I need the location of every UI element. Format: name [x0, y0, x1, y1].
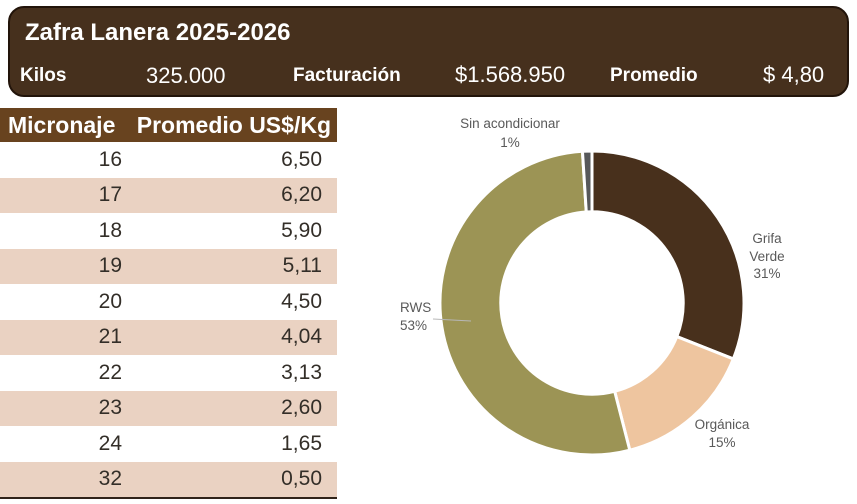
label-line: 53%	[400, 317, 428, 333]
price-cell: 6,20	[281, 183, 322, 207]
micronaje-cell: 22	[98, 360, 122, 384]
rws-leader-line	[432, 318, 472, 322]
donut-label-rws: RWS 53%	[400, 299, 460, 334]
table-row: 17 6,20	[0, 177, 337, 213]
price-cell: 3,13	[281, 360, 322, 384]
table-row: 21 4,04	[0, 319, 337, 355]
table-row: 18 5,90	[0, 213, 337, 249]
facturacion-value: $1.568.950	[455, 62, 566, 87]
label-line: Orgánica	[694, 417, 750, 432]
label-line: Sin acondicionar	[460, 116, 560, 131]
donut-label-sin-acondicionar: Sin acondicionar 1%	[440, 115, 580, 152]
table-row: 23 2,60	[0, 390, 337, 426]
price-cell: 4,04	[281, 325, 322, 349]
price-cell: 2,60	[281, 396, 322, 420]
micronaje-cell: 17	[98, 183, 122, 207]
table-row: 32 0,50	[0, 461, 337, 497]
label-line: 1%	[500, 134, 520, 150]
micronaje-cell: 23	[98, 396, 122, 420]
label-line: Grifa	[752, 231, 782, 246]
label-line: RWS	[400, 300, 432, 315]
price-cell: 4,50	[281, 289, 322, 313]
donut-segment-sin-acondicionar	[580, 149, 594, 214]
table-header-row: Micronaje Promedio US$/Kg	[0, 108, 337, 142]
summary-banner: Zafra Lanera 2025-2026 Kilos 325.000 Fac…	[8, 6, 849, 97]
donut-chart	[432, 149, 746, 457]
price-cell: 5,90	[281, 218, 322, 242]
micronaje-cell: 21	[98, 325, 122, 349]
facturacion-label: Facturación	[293, 65, 401, 86]
micronaje-column-header: Micronaje	[8, 111, 116, 138]
micronaje-table: Micronaje Promedio US$/Kg 16 6,50 17 6,20 …	[0, 108, 337, 499]
price-cell: 5,11	[282, 254, 322, 278]
table-row: 16 6,50	[0, 142, 337, 178]
price-cell: 6,50	[281, 147, 322, 171]
table-row: 22 3,13	[0, 355, 337, 391]
donut-segment-grifa-verde	[590, 149, 746, 361]
donut-label-organica: Orgánica 15%	[677, 416, 767, 451]
table-row: 19 5,11	[0, 248, 337, 284]
table-row: 24 1,65	[0, 426, 337, 462]
label-line: Verde	[749, 248, 785, 264]
micronaje-cell: 32	[98, 467, 122, 491]
donut-segment-rws	[438, 149, 632, 457]
promedio-value: $ 4,80	[763, 62, 825, 87]
page-title: Zafra Lanera 2025-2026	[25, 19, 291, 46]
price-cell: 1,65	[281, 431, 322, 455]
table-row: 20 4,50	[0, 284, 337, 320]
promedio-label: Promedio	[610, 65, 698, 86]
micronaje-cell: 16	[98, 147, 122, 171]
micronaje-cell: 19	[98, 254, 122, 278]
micronaje-cell: 20	[98, 289, 122, 313]
label-line: 31%	[753, 266, 781, 281]
kilos-value: 325.000	[146, 63, 226, 88]
donut-label-grifa-verde: Grifa Verde 31%	[737, 230, 797, 283]
micronaje-cell: 18	[98, 218, 122, 242]
micronaje-cell: 24	[98, 431, 122, 455]
price-cell: 0,50	[281, 467, 322, 491]
kilos-label: Kilos	[20, 65, 67, 86]
promedio-column-header: Promedio US$/Kg	[136, 111, 331, 138]
label-line: 15%	[708, 434, 736, 450]
